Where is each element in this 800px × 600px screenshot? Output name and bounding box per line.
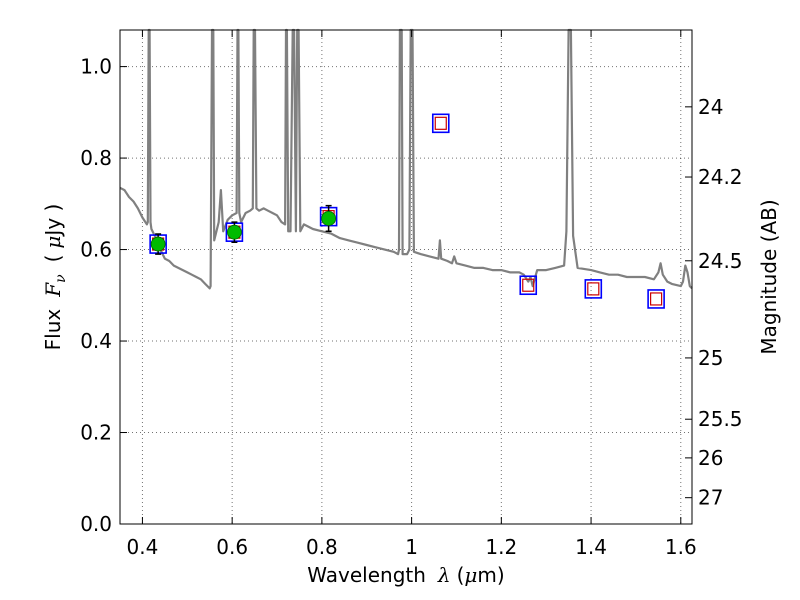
observed-flux-point [150,236,166,252]
model-flux-inner [650,292,663,306]
model-flux-box [431,113,450,134]
y2-tick-label: 25 [698,346,723,370]
plot-frame [119,29,693,525]
grid [120,30,692,525]
y2-tick-label: 24 [698,95,723,119]
x-tick-label: 0.4 [127,535,159,559]
model-flux-box [647,289,665,309]
observed-flux-point [321,211,337,226]
x-tick-label: 0.8 [306,535,338,559]
x-tick-label: 1.4 [575,535,607,559]
y2-tick-label: 25.5 [698,407,743,431]
model-flux-inner [434,116,447,130]
x-axis-title: Wavelength λ (μm) [307,563,504,587]
model-flux-box [584,279,603,299]
x-tick-label: 1.2 [485,535,517,559]
photometry-points [149,113,665,309]
x-tick-label: 1 [405,535,418,559]
model-flux-box [519,275,538,296]
y-tick-label: 0.8 [80,146,112,170]
y2-tick-label: 26 [698,446,723,470]
y-axis-title: FluxFν(μJy ) [41,204,69,351]
x-tick-label: 0.6 [216,535,248,559]
model-spectrum [119,28,693,290]
y-tick-label: 0.0 [80,512,112,536]
observed-flux-point [226,224,242,240]
y-tick-label: 0.6 [80,238,112,262]
y-tick-label: 1.0 [80,55,112,79]
y-tick-label: 0.4 [80,329,112,353]
model-flux-inner [522,278,535,292]
model-flux-inner [587,282,600,296]
axis-ticks: 0.4 0.6 0.8 1 1.2 1.4 1.6 0.0 0.2 0.4 0.6 0.8 1.0 24 2… [80,30,743,559]
y-tick-label: 0.2 [80,421,112,445]
y2-tick-label: 24.2 [698,165,743,189]
y2-tick-label: 24.5 [698,249,743,273]
y2-tick-label: 27 [698,486,723,510]
x-tick-label: 1.6 [665,535,697,559]
y2-axis-title: Magnitude (AB) [757,199,781,354]
spectrum-line [119,28,693,290]
